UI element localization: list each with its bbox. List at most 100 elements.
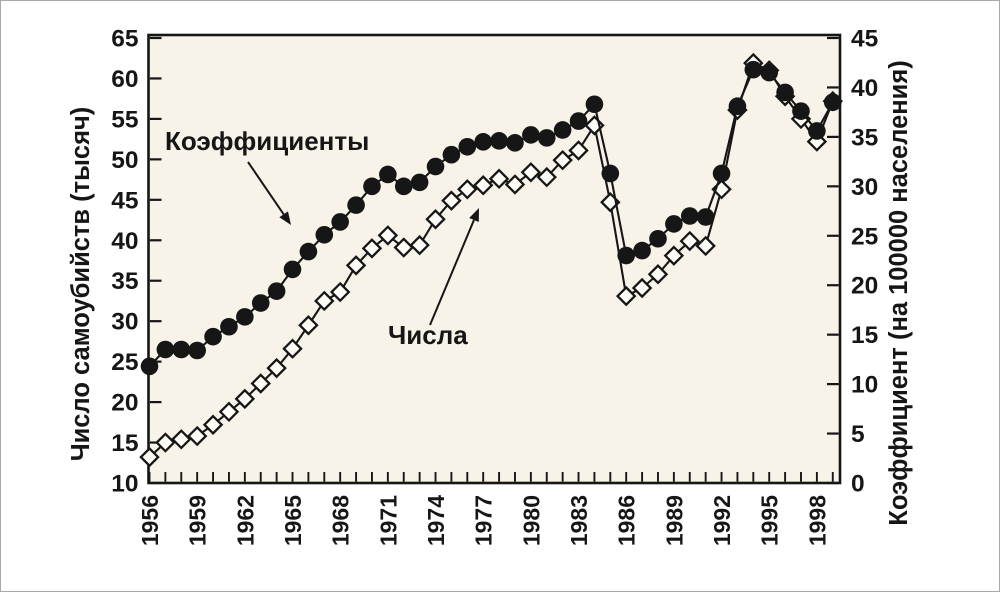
annotation-chisla-arrow-shaft	[429, 219, 475, 326]
left-axis-tick-label: 45	[111, 187, 138, 214]
data-point-circle	[792, 102, 810, 120]
data-point-diamond	[282, 338, 303, 359]
data-point-circle	[156, 340, 175, 359]
left-axis-tick-label: 15	[111, 430, 138, 457]
data-point-diamond	[615, 285, 637, 307]
data-point-circle	[363, 177, 381, 196]
data-point-circle	[490, 132, 508, 150]
right-axis-tick-label: 45	[851, 26, 878, 53]
x-axis-tick-label: 1959	[185, 495, 211, 546]
x-axis-tick-label: 1992	[709, 495, 735, 546]
right-axis-title: Коэффициент (на 100000 населения)	[885, 60, 913, 525]
data-point-diamond	[218, 401, 240, 423]
left-axis-tick-label: 60	[111, 66, 138, 93]
data-point-diamond	[520, 162, 542, 183]
data-point-circle	[220, 317, 238, 336]
right-axis-tick-label: 20	[851, 273, 878, 300]
data-point-diamond	[457, 179, 478, 200]
right-axis: 0 5 10 15 20 25 30 35 40 45 Коэффициент (на 100000…	[827, 26, 913, 526]
data-point-circle	[569, 112, 588, 130]
right-axis-tick-label: 5	[851, 421, 865, 448]
data-point-diamond	[155, 432, 176, 453]
data-point-circle	[585, 95, 604, 114]
data-point-circle	[347, 196, 365, 214]
data-point-circle	[236, 308, 254, 326]
annotation-koefficienty-label: Коэффициенты	[165, 126, 369, 156]
data-point-circle	[744, 60, 763, 79]
plot-area	[148, 35, 840, 483]
data-point-diamond	[345, 255, 367, 276]
data-point-circle	[680, 207, 699, 225]
left-axis-tick-label: 55	[111, 106, 138, 133]
data-point-diamond	[139, 446, 160, 468]
data-point-diamond	[441, 190, 462, 211]
left-axis-tick-label: 10	[111, 471, 138, 498]
right-axis-tick-label: 25	[851, 223, 878, 250]
data-point-circle	[172, 340, 191, 359]
data-point-circle	[474, 133, 492, 151]
data-point-diamond	[250, 373, 271, 394]
right-axis-tick-label: 10	[851, 372, 878, 399]
data-point-circle	[140, 357, 159, 376]
x-axis: 1956 1959 1962 1965 1968 1971 1974 1977 1980 1983…	[137, 472, 834, 546]
data-point-diamond	[663, 245, 685, 266]
data-point-circle	[522, 126, 540, 144]
data-point-circle	[728, 97, 747, 116]
data-point-diamond	[568, 140, 589, 161]
data-point-circle	[760, 63, 779, 82]
series-chisla	[139, 52, 843, 468]
x-axis-tick-label: 1998	[804, 495, 830, 546]
right-axis-tick-label: 35	[851, 124, 878, 151]
data-point-circle	[204, 327, 222, 346]
x-axis-tick-label: 1956	[137, 495, 163, 546]
data-point-circle	[410, 173, 429, 192]
data-point-diamond	[186, 425, 208, 447]
x-axis-tick-label: 1977	[471, 495, 497, 546]
data-point-diamond	[552, 149, 573, 171]
data-point-diamond	[695, 235, 716, 257]
data-point-diamond	[234, 388, 256, 410]
right-axis-tick-label: 15	[851, 322, 878, 349]
data-point-circle	[426, 157, 445, 176]
data-point-diamond	[679, 230, 700, 252]
data-point-circle	[823, 93, 842, 112]
data-point-circle	[283, 260, 302, 279]
series-koefficienty	[140, 60, 842, 376]
annotation-chisla: Числа	[388, 208, 479, 350]
left-axis-title: Число самоубийств (тысяч)	[67, 107, 95, 462]
annotation-koefficienty-arrow-shaft	[247, 161, 285, 215]
data-point-diamond	[647, 264, 669, 285]
data-point-circle	[712, 164, 731, 183]
data-point-diamond	[298, 315, 319, 336]
x-axis-tick-label: 1968	[328, 495, 354, 546]
x-axis-tick-label: 1962	[232, 495, 258, 546]
x-axis-tick-label: 1974	[423, 495, 449, 546]
data-point-circle	[458, 137, 477, 156]
data-point-circle	[267, 282, 286, 300]
data-point-diamond	[488, 168, 510, 190]
data-point-circle	[808, 122, 826, 140]
data-point-diamond	[425, 209, 446, 230]
left-axis: 10 15 20 25 30 35 40 45 50 55 60 65 Число самоубийст…	[67, 26, 162, 498]
data-point-circle	[442, 145, 461, 164]
right-axis-tick-label: 0	[851, 471, 865, 498]
data-point-circle	[394, 177, 413, 196]
plot-frame	[147, 33, 842, 485]
left-axis-tick-label: 20	[111, 390, 138, 417]
data-point-circle	[331, 213, 349, 231]
right-axis-tick-label: 30	[851, 174, 878, 201]
data-point-circle	[649, 229, 667, 248]
data-point-circle	[379, 165, 397, 184]
annotation-koefficienty-arrow-head	[279, 211, 291, 225]
data-point-circle	[696, 208, 715, 226]
annotation-chisla-arrow-head	[469, 208, 479, 222]
x-axis-tick-label: 1983	[566, 495, 592, 546]
data-point-diamond	[504, 174, 526, 195]
data-point-circle	[617, 246, 635, 265]
data-point-diamond	[314, 290, 335, 312]
data-point-diamond	[266, 357, 287, 379]
data-point-diamond	[329, 281, 351, 303]
annotation-chisla-label: Числа	[388, 320, 468, 350]
data-point-diamond	[202, 414, 224, 435]
